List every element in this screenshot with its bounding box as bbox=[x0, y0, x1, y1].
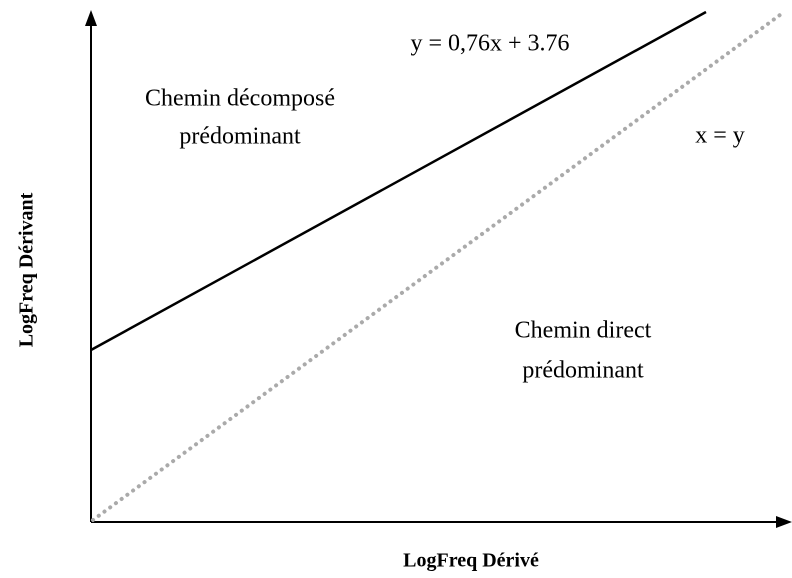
identity-label: x = y bbox=[695, 123, 745, 149]
x-axis-label: LogFreq Dérivé bbox=[403, 550, 539, 572]
region-label: prédominant bbox=[179, 124, 301, 150]
x-axis-arrow bbox=[776, 516, 792, 528]
y-axis-arrow bbox=[85, 10, 97, 26]
region-label: Chemin décomposé bbox=[145, 86, 335, 112]
equation-label: y = 0,76x + 3.76 bbox=[410, 31, 569, 57]
regression-line bbox=[90, 10, 707, 352]
region-label: Chemin direct bbox=[515, 318, 652, 344]
y-axis-label: LogFreq Dérivant bbox=[16, 192, 38, 347]
region-label: prédominant bbox=[522, 358, 644, 384]
identity-line bbox=[91, 10, 786, 522]
